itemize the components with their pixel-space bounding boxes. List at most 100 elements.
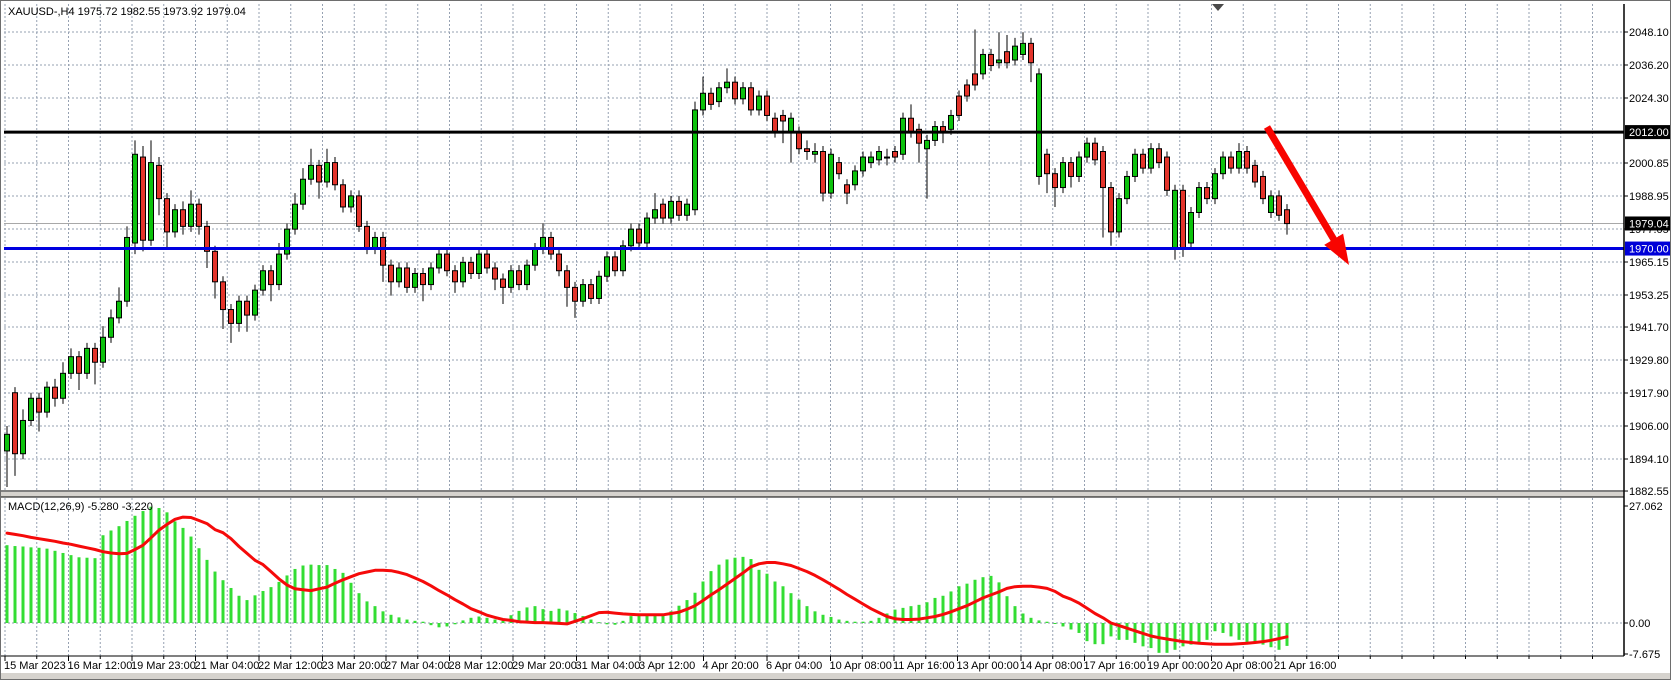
candle[interactable] [700,76,706,116]
candle[interactable] [764,90,770,122]
candle[interactable] [804,140,810,160]
candle[interactable] [500,273,506,305]
candle[interactable] [36,392,42,432]
candle[interactable] [468,256,474,280]
candle[interactable] [1212,168,1218,205]
candle[interactable] [716,82,722,108]
candle[interactable] [636,223,642,249]
candle[interactable] [20,409,26,460]
candle[interactable] [892,145,898,163]
candle[interactable] [964,79,970,102]
candle[interactable] [988,48,994,72]
candle[interactable] [244,295,250,332]
candle[interactable] [868,151,874,169]
candle[interactable] [412,267,418,293]
candle[interactable] [1052,168,1058,207]
candle[interactable] [820,145,826,202]
candle[interactable] [1092,137,1098,166]
candle[interactable] [556,248,562,277]
candle[interactable] [628,223,634,252]
candle[interactable] [1012,37,1018,66]
candle[interactable] [380,231,386,282]
candle[interactable] [756,90,762,116]
candle[interactable] [92,342,98,385]
candle[interactable] [252,284,258,321]
candle[interactable] [612,251,618,277]
candle[interactable] [308,148,314,185]
candle[interactable] [748,82,754,116]
candle[interactable] [1196,182,1202,219]
candle[interactable] [588,279,594,305]
trend-arrow[interactable] [1263,125,1349,265]
candle[interactable] [596,270,602,305]
candle[interactable] [292,193,298,235]
candle[interactable] [388,259,394,296]
candle[interactable] [916,123,922,163]
candle[interactable] [100,326,106,368]
candle[interactable] [852,165,858,191]
candle[interactable] [884,148,890,166]
candle[interactable] [652,193,658,224]
candle[interactable] [1220,151,1226,180]
candle[interactable] [452,265,458,293]
resistance-price-box[interactable]: 2012.00 [1625,125,1671,140]
candle[interactable] [1076,151,1082,183]
candle[interactable] [404,262,410,293]
candle[interactable] [260,265,266,296]
candle[interactable] [324,148,330,188]
candle[interactable] [68,348,74,379]
candle[interactable] [524,259,530,291]
candle[interactable] [1236,143,1242,174]
candle[interactable] [420,267,426,302]
candle[interactable] [668,195,674,224]
candle[interactable] [1004,35,1010,69]
candle[interactable] [148,140,154,246]
candle[interactable] [660,198,666,224]
candle[interactable] [444,248,450,277]
candle[interactable] [348,190,354,213]
candle[interactable] [108,309,114,343]
candle[interactable] [812,143,818,163]
candle[interactable] [844,179,850,205]
candle[interactable] [1252,159,1258,188]
macd-pane[interactable] [5,506,1289,653]
candle[interactable] [44,381,50,418]
candle[interactable] [276,243,282,291]
candle[interactable] [1020,32,1026,61]
candle[interactable] [268,265,274,302]
candle[interactable] [1180,184,1186,257]
candle[interactable] [396,262,402,288]
candle[interactable] [620,240,626,277]
candle[interactable] [1244,145,1250,174]
candle[interactable] [228,304,234,343]
candle[interactable] [156,157,162,216]
candle[interactable] [164,193,170,249]
candle[interactable] [436,248,442,274]
candle[interactable] [60,362,66,404]
candle[interactable] [1156,143,1162,169]
candle[interactable] [1108,182,1114,246]
candle[interactable] [12,387,18,476]
bid-price-box[interactable]: 1979.04 [1625,216,1671,231]
candle[interactable] [140,145,146,252]
candle[interactable] [332,157,338,191]
candle[interactable] [1132,148,1138,183]
candle[interactable] [692,101,698,216]
candle[interactable] [724,68,730,94]
price-axis[interactable]: 2048.102036.202024.302000.851988.951977.… [1623,4,1671,661]
candle[interactable] [836,157,842,180]
candle[interactable] [1028,37,1034,83]
candle[interactable] [972,29,978,91]
candle[interactable] [316,159,322,199]
candle[interactable] [1268,190,1274,219]
candle[interactable] [460,256,466,288]
candle[interactable] [604,251,610,282]
candle[interactable] [212,245,218,299]
candle[interactable] [580,279,586,307]
candle[interactable] [484,248,490,274]
support-price-box[interactable]: 1970.00 [1625,241,1671,256]
candle[interactable] [900,112,906,160]
candle[interactable] [1116,193,1122,238]
candle[interactable] [124,226,130,307]
candle[interactable] [172,204,178,238]
